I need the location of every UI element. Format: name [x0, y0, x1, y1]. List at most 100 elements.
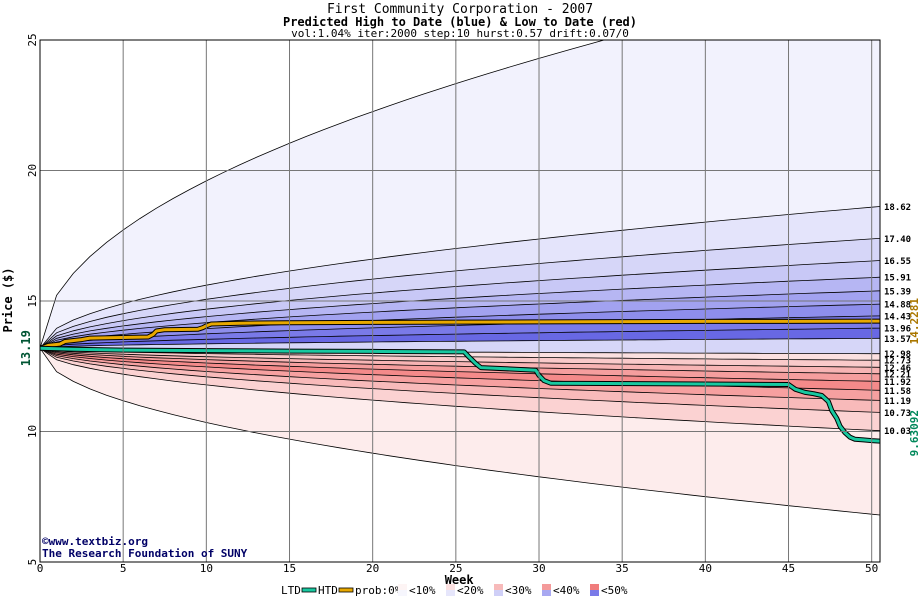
- level-line: [40, 347, 880, 361]
- chart-title: First Community Corporation - 2007: [326, 2, 594, 17]
- x-tick-label: 5: [120, 562, 127, 575]
- level-label: 10.03: [884, 427, 911, 437]
- prob-band-4: [40, 277, 880, 349]
- level-label: 11.19: [884, 397, 911, 407]
- series-line-ltd: [40, 346, 880, 443]
- prob-band-13: [40, 348, 880, 382]
- level-line: [40, 347, 880, 432]
- htd-end-label: 14.2281: [908, 298, 920, 345]
- credit-org: The Research Foundation of SUNY: [42, 547, 248, 560]
- x-tick-label: 35: [616, 562, 629, 575]
- level-line: [40, 315, 880, 349]
- legend-htd-label: HTD: [318, 584, 338, 597]
- envelope-line: [40, 347, 880, 516]
- prob-band-3: [40, 260, 880, 349]
- legend-entry-2: <30%: [505, 584, 532, 597]
- y-tick-label: 5: [26, 559, 39, 566]
- simulation-params: vol:1.04% iter:2000 step:10 hurst:0.57 d…: [291, 27, 629, 40]
- x-tick-label: 50: [865, 562, 878, 575]
- level-label: 14.43: [884, 312, 911, 322]
- prob-band-12: [40, 348, 880, 374]
- legend-entry-4: <50%: [601, 584, 628, 597]
- prob-band-17: [40, 348, 880, 431]
- legend-entry-3: <40%: [553, 584, 580, 597]
- x-tick-label: 45: [782, 562, 795, 575]
- x-tick-label: 30: [532, 562, 545, 575]
- level-line: [40, 347, 880, 401]
- level-line: [40, 260, 880, 349]
- prob-band-16: [40, 348, 880, 413]
- legend-ltd-swatch: [301, 587, 317, 593]
- legend-swatch-high-2: [494, 590, 503, 596]
- level-label: 16.55: [884, 257, 911, 267]
- level-line: [40, 347, 880, 368]
- level-label: 11.92: [884, 378, 911, 388]
- level-line: [40, 347, 880, 382]
- legend-entry-1: <20%: [457, 584, 484, 597]
- level-line: [40, 347, 880, 413]
- level-label: 10.73: [884, 409, 911, 419]
- level-label: 14.88: [884, 301, 911, 311]
- legend-ltd-label: LTD: [281, 584, 301, 597]
- legend-swatch-low-3: [542, 584, 551, 590]
- prob-band-11: [40, 348, 880, 368]
- y-tick-label: 15: [26, 294, 39, 307]
- level-label: 12.21: [884, 370, 911, 380]
- level-label: 12.46: [884, 364, 911, 374]
- prob-band-0: [40, 40, 880, 349]
- legend-swatch-low-1: [446, 584, 455, 590]
- prob-band-2: [40, 238, 880, 349]
- ltd-end-label: 9.63092: [908, 410, 920, 456]
- legend-swatch-high-3: [542, 590, 551, 596]
- level-label: 12.73: [884, 357, 911, 367]
- level-label: 15.91: [884, 274, 911, 284]
- level-line: [40, 290, 880, 349]
- credit-site: ©www.textbiz.org: [42, 535, 148, 548]
- legend-swatch-low-2: [494, 584, 503, 590]
- legend-prob-label: prob:0%: [355, 584, 402, 597]
- x-tick-label: 40: [699, 562, 712, 575]
- x-tick-label: 0: [37, 562, 44, 575]
- level-label: 17.40: [884, 235, 911, 245]
- y-tick-label: 10: [26, 425, 39, 438]
- prob-band-15: [40, 348, 880, 401]
- legend-swatch-high-0: [398, 590, 407, 596]
- prob-band-5: [40, 290, 880, 349]
- x-tick-label: 15: [283, 562, 296, 575]
- legend-swatch-high-1: [446, 590, 455, 596]
- level-label: 18.62: [884, 203, 911, 213]
- level-line: [40, 347, 880, 375]
- y-tick-label: 25: [26, 33, 39, 46]
- y-tick-label: 20: [26, 164, 39, 177]
- level-line: [40, 347, 880, 391]
- level-label: 13.96: [884, 325, 911, 335]
- x-axis-title: Week: [445, 573, 475, 587]
- chart-subtitle: Predicted High to Date (blue) & Low to D…: [282, 15, 637, 29]
- prob-band-6: [40, 304, 880, 349]
- copyright-icon: ©: [42, 535, 49, 548]
- prob-band-14: [40, 348, 880, 391]
- level-label: 13.57: [884, 335, 911, 345]
- level-label: 15.39: [884, 287, 911, 297]
- level-label: 11.58: [884, 387, 911, 397]
- envelope-line: [40, 40, 606, 349]
- level-line: [40, 276, 880, 349]
- level-line: [40, 238, 880, 349]
- level-label: 12.98: [884, 350, 911, 360]
- plot-frame: [39, 39, 881, 563]
- x-tick-label: 10: [200, 562, 213, 575]
- legend-swatch-low-0: [398, 584, 407, 590]
- prob-band-1: [40, 206, 880, 349]
- x-tick-label: 25: [449, 562, 462, 575]
- y-axis-title: Price ($): [1, 267, 15, 332]
- credit-site-text: www.textbiz.org: [48, 535, 148, 548]
- level-line: [40, 337, 880, 349]
- legend-entry-0: <10%: [409, 584, 436, 597]
- legend-swatch-high-4: [590, 590, 599, 596]
- level-line: [40, 327, 880, 349]
- x-tick-label: 20: [366, 562, 379, 575]
- level-line: [40, 206, 880, 349]
- legend-htd-swatch: [338, 587, 354, 593]
